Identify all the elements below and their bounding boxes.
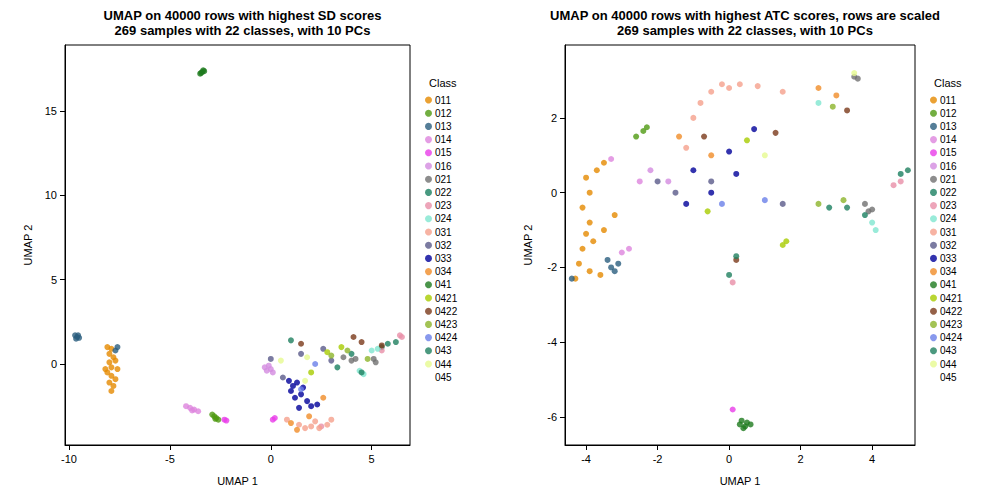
svg-text:269 samples with 22 classes, w: 269 samples with 22 classes, with 10 PCs xyxy=(115,23,371,38)
svg-text:034: 034 xyxy=(940,266,957,277)
svg-text:UMAP 1: UMAP 1 xyxy=(217,475,258,487)
svg-text:2: 2 xyxy=(551,112,557,124)
svg-text:023: 023 xyxy=(435,200,452,211)
svg-text:2: 2 xyxy=(798,453,804,465)
svg-text:0423: 0423 xyxy=(435,319,458,330)
svg-text:0: 0 xyxy=(551,187,557,199)
svg-text:0: 0 xyxy=(268,453,274,465)
svg-text:Class: Class xyxy=(429,77,457,89)
svg-text:044: 044 xyxy=(435,359,452,370)
svg-text:016: 016 xyxy=(940,161,957,172)
svg-text:013: 013 xyxy=(435,121,452,132)
svg-text:-6: -6 xyxy=(547,411,557,423)
svg-text:045: 045 xyxy=(435,372,452,383)
svg-text:014: 014 xyxy=(940,134,957,145)
svg-text:15: 15 xyxy=(45,105,57,117)
svg-text:-2: -2 xyxy=(653,453,663,465)
svg-text:-5: -5 xyxy=(165,453,175,465)
svg-text:016: 016 xyxy=(435,161,452,172)
svg-text:021: 021 xyxy=(940,174,957,185)
svg-text:021: 021 xyxy=(435,174,452,185)
svg-text:031: 031 xyxy=(435,227,452,238)
svg-text:044: 044 xyxy=(940,359,957,370)
svg-text:0424: 0424 xyxy=(940,332,963,343)
svg-text:UMAP 1: UMAP 1 xyxy=(720,475,761,487)
svg-text:UMAP on 40000 rows with highes: UMAP on 40000 rows with highest ATC scor… xyxy=(550,8,940,23)
svg-text:033: 033 xyxy=(435,253,452,264)
svg-text:024: 024 xyxy=(940,213,957,224)
svg-text:034: 034 xyxy=(435,266,452,277)
svg-text:0421: 0421 xyxy=(940,293,963,304)
svg-text:-4: -4 xyxy=(547,336,557,348)
svg-text:0422: 0422 xyxy=(940,306,963,317)
svg-text:022: 022 xyxy=(940,187,957,198)
svg-text:-2: -2 xyxy=(547,261,557,273)
svg-text:0: 0 xyxy=(51,358,57,370)
svg-text:014: 014 xyxy=(435,134,452,145)
svg-text:015: 015 xyxy=(940,147,957,158)
svg-text:045: 045 xyxy=(940,372,957,383)
svg-text:5: 5 xyxy=(51,274,57,286)
svg-text:0421: 0421 xyxy=(435,293,458,304)
svg-text:041: 041 xyxy=(435,279,452,290)
svg-text:022: 022 xyxy=(435,187,452,198)
svg-text:4: 4 xyxy=(869,453,875,465)
svg-text:UMAP 2: UMAP 2 xyxy=(522,225,534,266)
svg-text:011: 011 xyxy=(940,95,956,106)
svg-text:10: 10 xyxy=(45,189,57,201)
svg-text:015: 015 xyxy=(435,147,452,158)
svg-text:031: 031 xyxy=(940,227,957,238)
svg-text:UMAP 2: UMAP 2 xyxy=(22,225,34,266)
svg-text:Class: Class xyxy=(934,77,962,89)
svg-text:5: 5 xyxy=(369,453,375,465)
svg-text:013: 013 xyxy=(940,121,957,132)
svg-text:012: 012 xyxy=(940,108,957,119)
svg-text:269 samples with 22 classes, w: 269 samples with 22 classes, with 10 PCs xyxy=(617,23,873,38)
svg-text:033: 033 xyxy=(940,253,957,264)
svg-text:011: 011 xyxy=(435,95,451,106)
svg-text:0: 0 xyxy=(726,453,732,465)
svg-text:043: 043 xyxy=(435,345,452,356)
svg-text:024: 024 xyxy=(435,213,452,224)
svg-text:032: 032 xyxy=(435,240,452,251)
svg-text:0423: 0423 xyxy=(940,319,963,330)
svg-text:012: 012 xyxy=(435,108,452,119)
svg-text:UMAP on 40000 rows with highes: UMAP on 40000 rows with highest SD score… xyxy=(104,8,382,23)
svg-text:0424: 0424 xyxy=(435,332,458,343)
svg-text:023: 023 xyxy=(940,200,957,211)
svg-text:-10: -10 xyxy=(61,453,77,465)
svg-text:-4: -4 xyxy=(581,453,591,465)
svg-text:0422: 0422 xyxy=(435,306,458,317)
svg-text:041: 041 xyxy=(940,279,957,290)
svg-text:043: 043 xyxy=(940,345,957,356)
svg-text:032: 032 xyxy=(940,240,957,251)
